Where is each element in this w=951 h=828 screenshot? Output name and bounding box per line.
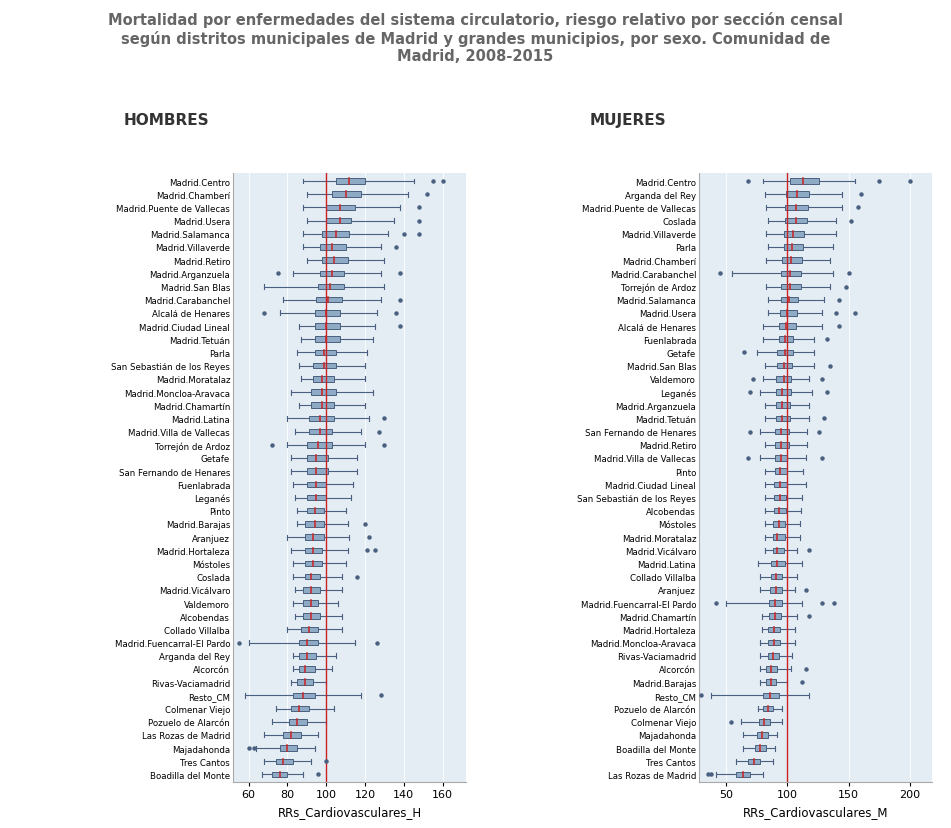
- Text: Mortalidad por enfermedades del sistema circulatorio, riesgo relativo por secció: Mortalidad por enfermedades del sistema …: [108, 12, 843, 65]
- Bar: [786, 192, 809, 198]
- Bar: [772, 548, 784, 553]
- Bar: [779, 324, 796, 330]
- Bar: [315, 310, 340, 316]
- Bar: [767, 653, 779, 659]
- Bar: [309, 416, 334, 421]
- Bar: [307, 442, 332, 448]
- Bar: [313, 377, 334, 383]
- Bar: [289, 719, 307, 724]
- Bar: [767, 627, 780, 633]
- Bar: [736, 772, 750, 777]
- Bar: [763, 706, 772, 711]
- Bar: [307, 495, 326, 501]
- Bar: [307, 455, 328, 461]
- Bar: [776, 377, 791, 383]
- Bar: [785, 219, 806, 224]
- Bar: [780, 310, 797, 316]
- Bar: [311, 403, 334, 408]
- Bar: [785, 205, 808, 211]
- Bar: [772, 535, 785, 540]
- Bar: [772, 522, 785, 527]
- Bar: [779, 337, 793, 343]
- Bar: [302, 587, 320, 593]
- Bar: [770, 587, 783, 593]
- Bar: [315, 337, 340, 343]
- Bar: [771, 561, 785, 566]
- Bar: [768, 600, 783, 606]
- Bar: [280, 745, 297, 751]
- Bar: [784, 245, 804, 250]
- Bar: [307, 469, 328, 474]
- Bar: [305, 574, 320, 580]
- Bar: [326, 219, 352, 224]
- Bar: [283, 732, 301, 738]
- Bar: [759, 719, 770, 724]
- Bar: [776, 390, 791, 395]
- Bar: [299, 653, 317, 659]
- Bar: [315, 350, 336, 356]
- Bar: [767, 640, 780, 646]
- Bar: [775, 469, 787, 474]
- Bar: [767, 667, 778, 672]
- Bar: [776, 416, 789, 421]
- Bar: [768, 614, 781, 619]
- Bar: [784, 232, 805, 238]
- Bar: [305, 522, 324, 527]
- Text: HOMBRES: HOMBRES: [124, 113, 209, 128]
- Bar: [767, 680, 776, 685]
- Bar: [775, 455, 787, 461]
- Bar: [781, 272, 801, 277]
- Bar: [301, 627, 319, 633]
- Bar: [757, 732, 767, 738]
- Bar: [299, 667, 315, 672]
- Bar: [781, 297, 798, 303]
- Bar: [317, 297, 341, 303]
- Bar: [748, 758, 760, 764]
- Bar: [774, 495, 786, 501]
- Bar: [776, 403, 789, 408]
- X-axis label: RRs_Cardiovasculares_M: RRs_Cardiovasculares_M: [743, 805, 888, 818]
- Bar: [774, 508, 786, 514]
- Bar: [272, 772, 287, 777]
- Bar: [309, 429, 332, 435]
- Bar: [299, 640, 319, 646]
- Bar: [302, 614, 320, 619]
- Bar: [291, 706, 309, 711]
- Bar: [755, 745, 767, 751]
- Bar: [789, 179, 819, 185]
- Text: MUJERES: MUJERES: [590, 113, 667, 128]
- Bar: [305, 548, 322, 553]
- Bar: [307, 482, 326, 488]
- Bar: [305, 535, 324, 540]
- Bar: [293, 693, 315, 698]
- Bar: [305, 561, 322, 566]
- Bar: [276, 758, 293, 764]
- Bar: [322, 232, 350, 238]
- Bar: [336, 179, 365, 185]
- Bar: [783, 258, 802, 263]
- Bar: [297, 680, 313, 685]
- Bar: [302, 600, 319, 606]
- Bar: [320, 272, 343, 277]
- Bar: [781, 284, 801, 290]
- Bar: [763, 693, 779, 698]
- Bar: [322, 258, 347, 263]
- Bar: [778, 350, 793, 356]
- Bar: [326, 205, 356, 211]
- Bar: [311, 390, 336, 395]
- Bar: [320, 245, 345, 250]
- Bar: [315, 324, 340, 330]
- Bar: [775, 442, 788, 448]
- Bar: [307, 508, 324, 514]
- Bar: [778, 363, 792, 369]
- Bar: [319, 284, 343, 290]
- Bar: [313, 363, 336, 369]
- Bar: [774, 482, 787, 488]
- Bar: [775, 429, 788, 435]
- X-axis label: RRs_Cardiovasculares_H: RRs_Cardiovasculares_H: [278, 805, 421, 818]
- Bar: [771, 574, 783, 580]
- Bar: [332, 192, 361, 198]
